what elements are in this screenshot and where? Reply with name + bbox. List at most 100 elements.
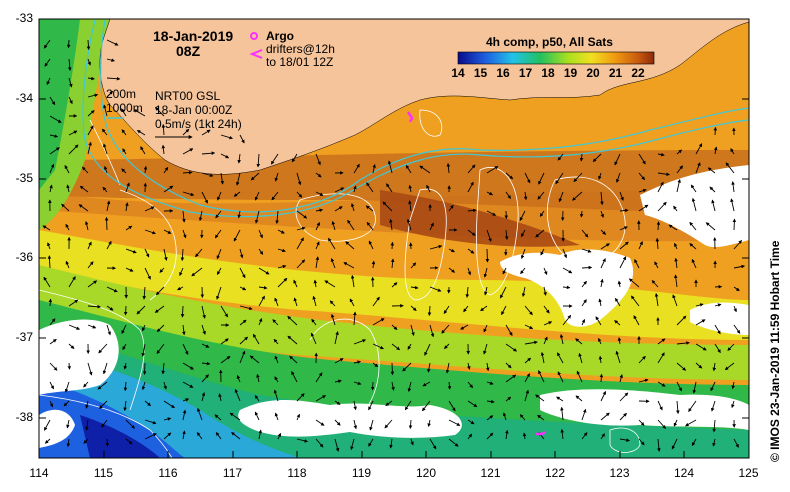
colorbar-tick-label: 18 [541,66,555,80]
current-vector [182,128,190,136]
current-vector [410,324,415,336]
current-vector [405,164,412,174]
current-vector [177,286,184,291]
current-vector [334,187,345,193]
current-vector [270,153,279,165]
current-vector [676,341,690,345]
current-vector [296,191,303,198]
colorbar-tick-label: 16 [496,66,510,80]
current-vector [66,39,71,49]
current-vector [334,331,339,345]
current-vector [163,381,167,390]
current-vector [102,143,108,155]
argo-legend-marker [250,32,258,40]
current-vector [731,400,735,409]
current-vector [330,257,336,269]
colorbar-tick-label: 22 [631,66,645,80]
current-vector [600,229,607,235]
current-vector [732,218,737,231]
current-vector [311,318,317,326]
current-vector [214,229,222,239]
current-vector [714,343,721,354]
current-vector [233,191,241,197]
current-vector [273,338,279,345]
lon-tick-label: 124 [673,466,695,480]
current-vector [315,256,320,269]
current-vector [524,172,531,184]
current-vector [556,396,564,402]
current-vector [600,191,604,206]
current-vector [104,216,109,231]
current-vector [599,373,604,383]
current-vector [655,237,660,250]
current-vector [368,438,374,447]
current-vector [712,438,716,447]
current-vector [274,355,279,364]
current-vector [125,419,135,429]
current-vector [291,153,298,163]
current-vector [68,144,79,155]
current-vector [42,225,51,231]
current-vector [695,319,706,326]
current-vector [68,299,79,307]
current-vector [154,305,165,313]
current-vector [573,172,583,183]
current-vector [201,129,211,136]
current-vector [520,229,526,238]
current-vector [156,324,165,333]
current-vector [101,419,108,428]
current-vector [258,229,263,239]
current-vector [123,305,128,316]
current-vector [733,305,737,313]
current-vector [486,210,497,216]
current-vector [237,153,241,164]
current-vector [505,343,517,352]
current-vector [372,318,385,326]
map-date: 18-Jan-2019 [153,28,234,44]
current-vector [486,229,492,242]
current-vector [106,240,112,250]
current-vector [123,381,128,392]
current-vector [277,264,287,269]
current-vector [384,419,393,429]
current-vector [600,258,606,269]
colorbar-tick-label: 17 [518,66,533,80]
current-vector [499,286,507,299]
current-vector [572,191,583,201]
current-vector [671,438,678,450]
current-vector [141,343,146,357]
current-vector [47,255,52,269]
current-vector [467,229,476,236]
current-vector [505,191,511,199]
current-vector [125,248,137,254]
current-vector [123,400,127,412]
colorbar [457,51,655,65]
current-vector [258,267,270,275]
current-vector [296,393,305,402]
current-vector [690,184,697,193]
current-vector [293,279,298,288]
current-vector [315,153,321,166]
current-vector [467,267,472,276]
current-vector [408,184,412,193]
current-vector [271,191,279,201]
current-vector [505,324,513,337]
current-vector [315,241,320,250]
current-vector [254,191,260,201]
current-vector [142,324,146,332]
current-vector [385,400,393,406]
current-vector [101,128,108,136]
current-vector [598,298,602,307]
current-vector [201,324,206,335]
current-vector [182,170,193,175]
current-vector [581,229,589,238]
current-vector [467,419,475,425]
current-vector [559,334,564,345]
current-vector [408,200,412,212]
current-vector [239,134,245,144]
current-vector [543,321,553,326]
current-vector [252,333,260,345]
current-vector [218,393,222,402]
current-vector [619,438,630,442]
current-vector [555,172,564,185]
